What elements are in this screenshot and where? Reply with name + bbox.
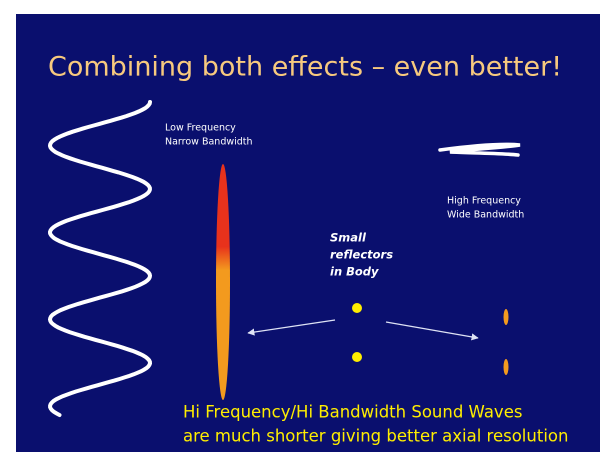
reflectors-label: in Body xyxy=(330,265,379,279)
reflector xyxy=(352,352,362,362)
high-frequency-label: Wide Bandwidth xyxy=(447,210,524,221)
reflectors-label: reflectors xyxy=(330,248,393,262)
reflectors-label: Small xyxy=(330,231,367,245)
long-pulse xyxy=(216,164,230,400)
slide-title: Combining both effects – even better! xyxy=(48,52,562,83)
slide: Combining both effects – even better! Lo… xyxy=(0,0,612,465)
low-frequency-label: Low Frequency xyxy=(165,123,236,134)
page: Combining both effects – even better! Lo… xyxy=(0,0,612,465)
high-frequency-label: High Frequency xyxy=(447,196,521,207)
short-pulse xyxy=(504,359,509,375)
caption: Hi Frequency/Hi Bandwidth Sound Waves xyxy=(183,403,522,422)
caption: are much shorter giving better axial res… xyxy=(183,427,568,446)
reflector xyxy=(352,303,362,313)
short-pulse xyxy=(504,309,509,325)
low-frequency-label: Narrow Bandwidth xyxy=(165,137,253,148)
